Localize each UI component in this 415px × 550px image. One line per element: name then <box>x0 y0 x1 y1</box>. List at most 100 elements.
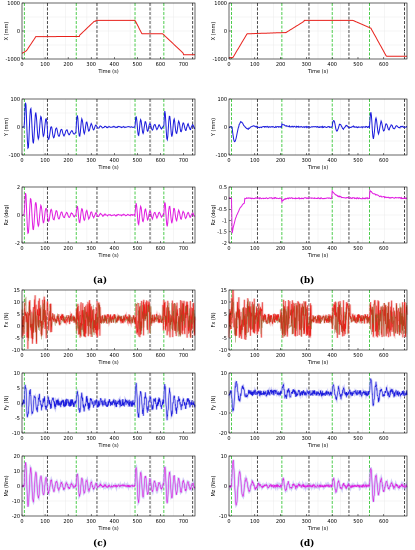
x-tick-label: 400 <box>109 353 119 359</box>
y-tick-label: 0 <box>17 484 20 490</box>
y-tick-label: 0 <box>17 401 20 407</box>
x-tick-label: 700 <box>179 246 189 252</box>
x-tick-label: 500 <box>133 353 143 359</box>
x-tick-label: 0 <box>20 62 23 68</box>
x-tick-label: 200 <box>63 62 73 68</box>
x-tick-label: 500 <box>353 246 363 252</box>
caption-a: (a) <box>93 275 107 286</box>
y-axis-label: Mz (Nm) <box>211 475 217 496</box>
y-tick-label: 10 <box>14 469 20 475</box>
chart-b3: 0 100 200 300 400 500 600 0.5 0 -0.5 -1 -1.5 -2 Time … <box>211 185 408 259</box>
axes-box <box>21 289 196 351</box>
series-line <box>21 19 195 56</box>
y-tick-label: -0.5 <box>217 207 227 213</box>
x-tick-label: 0 <box>227 519 230 525</box>
x-tick-label: 0 <box>20 246 23 252</box>
y-tick-label: -1000 <box>5 57 20 63</box>
x-tick-label: 600 <box>156 353 166 359</box>
y-tick-label: -10 <box>12 499 20 505</box>
x-tick-label: 600 <box>156 62 166 68</box>
x-tick-label: 700 <box>179 158 189 164</box>
series-line <box>21 192 196 235</box>
x-tick-label: 200 <box>63 436 73 442</box>
x-axis-label: Time (s) <box>307 69 328 75</box>
series-line <box>229 19 407 59</box>
x-tick-label: 300 <box>302 436 312 442</box>
x-tick-label: 600 <box>156 246 166 252</box>
x-tick-label: 500 <box>133 246 143 252</box>
y-axis-label: Rz (deg) <box>4 204 10 225</box>
x-tick-label: 100 <box>40 353 50 359</box>
x-tick-label: 600 <box>379 62 389 68</box>
y-tick-label: -2 <box>15 241 20 247</box>
x-tick-label: 0 <box>20 353 23 359</box>
x-axis-label: Time (s) <box>307 443 328 449</box>
x-tick-label: 500 <box>353 62 363 68</box>
chart-c1: 0 100 200 300 400 500 600 700 15 10 5 0 -5 -10 Time (s… <box>4 288 197 366</box>
x-tick-label: 500 <box>133 62 143 68</box>
x-tick-label: 300 <box>302 519 312 525</box>
y-axis-label: X (mm) <box>211 22 217 41</box>
series-line-secondary <box>228 299 408 343</box>
x-tick-label: 100 <box>250 62 260 68</box>
y-tick-label: 5 <box>17 312 20 318</box>
x-tick-label: 0 <box>227 246 230 252</box>
x-tick-label: 400 <box>327 246 337 252</box>
y-tick-label: 0 <box>224 125 227 131</box>
x-tick-label: 500 <box>133 519 143 525</box>
x-tick-label: 0 <box>20 519 23 525</box>
y-tick-label: 2 <box>17 185 20 191</box>
x-tick-label: 100 <box>250 436 260 442</box>
x-tick-label: 200 <box>276 436 286 442</box>
x-tick-label: 600 <box>156 158 166 164</box>
x-tick-label: 500 <box>353 519 363 525</box>
x-tick-label: 0 <box>227 62 230 68</box>
x-axis-label: Time (s) <box>307 360 328 366</box>
x-tick-label: 100 <box>40 519 50 525</box>
y-tick-label: 0 <box>17 125 20 131</box>
x-axis-label: Time (s) <box>97 526 118 532</box>
x-tick-label: 500 <box>353 436 363 442</box>
x-tick-label: 600 <box>379 436 389 442</box>
x-tick-label: 300 <box>302 158 312 164</box>
x-tick-label: 600 <box>156 436 166 442</box>
x-tick-label: 300 <box>86 158 96 164</box>
x-tick-label: 200 <box>63 246 73 252</box>
x-tick-label: 400 <box>109 246 119 252</box>
x-tick-label: 600 <box>379 246 389 252</box>
x-tick-label: 0 <box>20 436 23 442</box>
y-axis-label: Fy (N) <box>4 396 10 411</box>
x-tick-label: 700 <box>179 519 189 525</box>
caption-b: (b) <box>300 275 315 286</box>
x-tick-label: 600 <box>379 353 389 359</box>
y-tick-label: -10 <box>12 348 20 354</box>
y-tick-label: 10 <box>221 371 227 377</box>
x-axis-label: Time (s) <box>307 253 328 259</box>
series-line <box>21 102 196 150</box>
x-tick-label: 400 <box>327 158 337 164</box>
y-tick-label: -10 <box>219 514 227 520</box>
x-tick-label: 300 <box>86 353 96 359</box>
y-tick-label: 0 <box>224 391 227 397</box>
y-tick-label: -20 <box>219 431 227 437</box>
chart-d1: 0 100 200 300 400 500 600 15 10 5 0 -5 -10 Time (s) Fx… <box>211 288 409 366</box>
axes-box <box>228 186 408 244</box>
x-tick-label: 400 <box>327 436 337 442</box>
y-tick-label: 0 <box>224 484 227 490</box>
x-tick-label: 300 <box>302 246 312 252</box>
x-tick-label: 500 <box>353 158 363 164</box>
y-tick-label: 0 <box>224 196 227 202</box>
x-tick-label: 100 <box>250 353 260 359</box>
x-axis-label: Time (s) <box>97 69 118 75</box>
x-tick-label: 100 <box>250 246 260 252</box>
x-tick-label: 200 <box>63 353 73 359</box>
x-tick-label: 100 <box>40 436 50 442</box>
y-tick-label: 10 <box>221 454 227 460</box>
y-tick-label: 0 <box>224 29 227 35</box>
x-tick-label: 400 <box>327 353 337 359</box>
